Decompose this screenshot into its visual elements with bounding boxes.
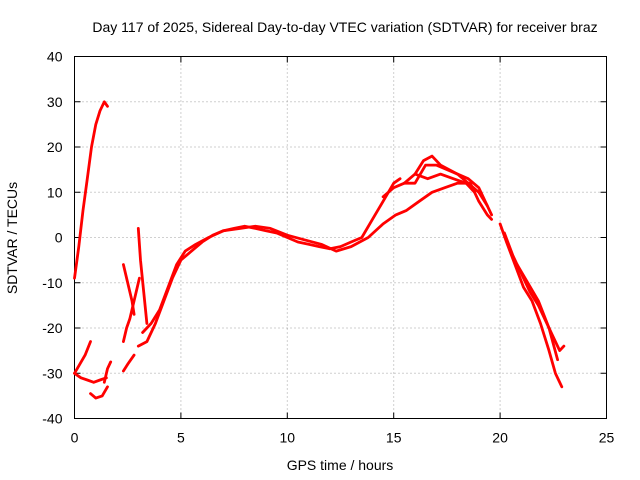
series-arc-1 bbox=[73, 100, 109, 280]
series-arc-12 bbox=[381, 154, 489, 208]
y-tick-label: 20 bbox=[47, 139, 63, 155]
x-axis-tick-labels: 0 5 10 15 20 25 bbox=[71, 430, 615, 446]
x-tick-label: 25 bbox=[599, 430, 615, 446]
series-arc-14 bbox=[413, 172, 476, 194]
series-arc-8 bbox=[122, 263, 136, 316]
series-arc-7 bbox=[122, 353, 136, 373]
series-arc-2 bbox=[73, 371, 108, 384]
y-tick-label: -20 bbox=[42, 320, 62, 336]
x-tick-label: 15 bbox=[386, 430, 402, 446]
y-tick-label: -30 bbox=[42, 365, 62, 381]
series-arc-5 bbox=[102, 360, 113, 384]
series-arc-13 bbox=[402, 163, 493, 217]
series-arc-6 bbox=[122, 276, 141, 343]
x-tick-label: 0 bbox=[71, 430, 79, 446]
series-arc-9 bbox=[136, 227, 149, 325]
grid bbox=[74, 56, 607, 419]
y-tick-label: 30 bbox=[47, 94, 63, 110]
x-tick-label: 20 bbox=[492, 430, 508, 446]
y-tick-label: 0 bbox=[55, 230, 63, 246]
chart-title: Day 117 of 2025, Sidereal Day-to-day VTE… bbox=[92, 19, 597, 35]
y-axis-tick-labels: -40 -30 -20 -10 0 10 20 30 40 bbox=[42, 49, 62, 427]
series-arc-17 bbox=[515, 263, 559, 362]
x-tick-label: 5 bbox=[177, 430, 185, 446]
y-tick-label: 10 bbox=[47, 184, 63, 200]
axis-ticks bbox=[74, 56, 607, 419]
series-arc-16 bbox=[503, 231, 566, 352]
series-arc-3 bbox=[73, 340, 92, 375]
y-tick-label: 40 bbox=[47, 49, 63, 65]
y-tick-label: -40 bbox=[42, 411, 62, 427]
y-axis-label: SDTVAR / TECUs bbox=[4, 182, 20, 294]
x-axis-label: GPS time / hours bbox=[287, 457, 394, 473]
series-arc-4 bbox=[89, 385, 109, 400]
x-tick-label: 10 bbox=[280, 430, 296, 446]
y-tick-label: -10 bbox=[42, 275, 62, 291]
data-series bbox=[73, 100, 566, 400]
series-arc-11 bbox=[141, 181, 493, 334]
